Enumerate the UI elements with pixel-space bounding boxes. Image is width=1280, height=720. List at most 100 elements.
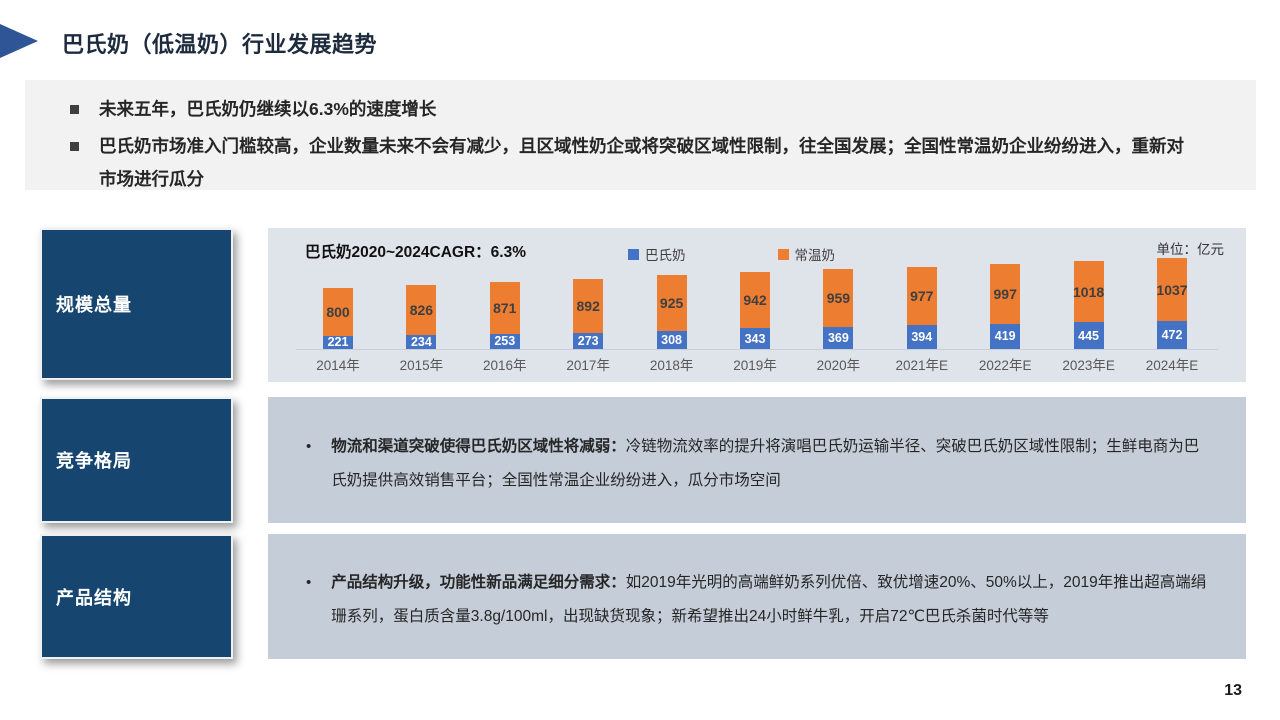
bar-2023年E: 1018 445 — [1073, 261, 1105, 349]
bar-value-label: 942 — [743, 292, 767, 309]
panel-text: 产品结构升级，功能性新品满足细分需求：如2019年光明的高端鲜奶系列优倍、致优增… — [331, 566, 1211, 634]
bar-value-label: 419 — [994, 329, 1016, 344]
bar-segment-pasteurized: 445 — [1073, 322, 1104, 349]
category-label: 2016年 — [483, 358, 527, 373]
category-label: 2022年E — [978, 358, 1032, 373]
bar-2016年: 871 253 — [489, 281, 520, 349]
bar-value-label: 343 — [744, 331, 766, 346]
bar-segment-ambient: 1037 — [1156, 258, 1188, 321]
page-number: 13 — [1224, 682, 1242, 699]
competition-text-panel: • 物流和渠道突破使得巴氏奶区域性将减弱：冷链物流效率的提升将演唱巴氏奶运输半径… — [268, 397, 1246, 523]
chart-panel: 巴氏奶2020~2024CAGR：6.3% 单位：亿元 巴氏奶 常温奶 800 2… — [268, 228, 1246, 382]
bar-segment-pasteurized: 308 — [656, 330, 687, 349]
panel-text-lead: 产品结构升级，功能性新品满足细分需求： — [331, 574, 626, 591]
bar-value-label: 472 — [1161, 327, 1183, 342]
category-label: 2015年 — [399, 358, 444, 373]
chart-unit-label: 单位：亿元 — [1156, 242, 1225, 257]
bar-2015年: 826 234 — [406, 285, 437, 349]
bar-value-label: 871 — [493, 299, 517, 316]
bar-segment-ambient: 1018 — [1073, 261, 1105, 323]
bar-value-label: 1018 — [1073, 283, 1105, 300]
bar-segment-ambient: 977 — [906, 266, 937, 326]
legend-item-ambient: 常温奶 — [777, 244, 836, 264]
chart-plot: 800 221 2014年 826 234 2015年 871 253 2016年 892 273 2… — [288, 226, 1226, 376]
category-label: 2019年 — [733, 358, 777, 373]
bar-segment-ambient: 959 — [823, 269, 854, 327]
chart-legend: 巴氏奶 常温奶 — [628, 244, 835, 264]
sidebar-item-label: 规模总量 — [56, 295, 132, 315]
square-bullet-icon — [70, 142, 79, 151]
bar-segment-ambient: 826 — [406, 285, 437, 335]
x-axis-line — [296, 349, 1218, 350]
bar-segment-ambient: 925 — [656, 275, 687, 331]
legend-label: 常温奶 — [794, 248, 836, 263]
bar-2017年: 892 273 — [573, 279, 604, 349]
bar-value-label: 308 — [661, 332, 683, 347]
dot-bullet-icon: • — [306, 438, 312, 455]
summary-box: 未来五年，巴氏奶仍继续以6.3%的速度增长 巴氏奶市场准入门槛较高，企业数量未来… — [25, 80, 1256, 190]
product-structure-text-panel: • 产品结构升级，功能性新品满足细分需求：如2019年光明的高端鲜奶系列优倍、致… — [268, 534, 1246, 659]
panel-text: 物流和渠道突破使得巴氏奶区域性将减弱：冷链物流效率的提升将演唱巴氏奶运输半径、突… — [331, 430, 1211, 498]
bar-value-label: 800 — [326, 303, 350, 320]
legend-swatch-blue-icon — [628, 248, 639, 260]
bar-value-label: 445 — [1078, 328, 1100, 343]
bar-value-label: 977 — [910, 288, 934, 305]
category-label: 2023年E — [1062, 358, 1115, 373]
category-label: 2020年 — [816, 358, 861, 373]
bar-segment-ambient: 871 — [489, 281, 520, 334]
bar-segment-pasteurized: 419 — [990, 323, 1021, 349]
bar-segment-pasteurized: 369 — [823, 326, 854, 349]
category-label: 2018年 — [649, 358, 694, 373]
panel-text-lead: 物流和渠道突破使得巴氏奶区域性将减弱： — [331, 438, 626, 455]
square-bullet-icon — [70, 105, 79, 114]
bar-segment-pasteurized: 343 — [740, 328, 770, 349]
bar-value-label: 234 — [410, 334, 432, 349]
bar-2014年: 800 221 — [323, 287, 353, 350]
sidebar-item-label: 竞争格局 — [56, 451, 132, 471]
summary-bullet-1: 未来五年，巴氏奶仍继续以6.3%的速度增长 — [70, 93, 1236, 126]
legend-item-pasteurized: 巴氏奶 — [628, 244, 686, 264]
bar-segment-ambient: 800 — [323, 287, 353, 336]
bar-2018年: 925 308 — [656, 275, 687, 349]
panel-bullet-item: • 物流和渠道突破使得巴氏奶区域性将减弱：冷链物流效率的提升将演唱巴氏奶运输半径… — [306, 430, 1211, 498]
bar-value-label: 394 — [911, 330, 933, 345]
category-label: 2017年 — [566, 358, 610, 373]
category-label: 2014年 — [316, 358, 360, 373]
sidebar-item-scale-total: 规模总量 — [40, 228, 233, 380]
legend-swatch-orange-icon — [777, 248, 789, 260]
dot-bullet-icon: • — [306, 574, 312, 591]
bar-segment-pasteurized: 394 — [906, 325, 937, 349]
bar-2022年E: 997 419 — [990, 264, 1021, 349]
summary-bullet-text: 未来五年，巴氏奶仍继续以6.3%的速度增长 — [99, 99, 437, 119]
panel-bullet-item: • 产品结构升级，功能性新品满足细分需求：如2019年光明的高端鲜奶系列优倍、致… — [306, 566, 1211, 634]
bar-2020年: 959 369 — [823, 269, 854, 349]
sidebar-item-label: 产品结构 — [56, 587, 132, 608]
category-label: 2024年E — [1145, 358, 1199, 373]
bar-segment-pasteurized: 234 — [406, 334, 437, 349]
bar-value-label: 273 — [577, 333, 599, 348]
bar-value-label: 997 — [993, 285, 1017, 302]
bar-segment-ambient: 997 — [990, 264, 1021, 324]
bar-value-label: 221 — [327, 335, 349, 350]
summary-bullet-2: 巴氏奶市场准入门槛较高，企业数量未来不会有减少，且区域性奶企或将突破区域性限制，… — [70, 130, 1236, 196]
page-title: 巴氏奶（低温奶）行业发展趋势 — [62, 32, 378, 57]
panel-text-body: 冷链物流效率的提升将演唱巴氏奶运输半径、突破巴氏奶区域性限制；生鲜电商为巴氏奶提… — [331, 438, 1200, 489]
bar-value-label: 1037 — [1156, 281, 1188, 298]
bar-value-label: 826 — [409, 302, 434, 319]
bar-value-label: 369 — [827, 330, 849, 345]
bar-2021年E: 977 394 — [906, 266, 937, 349]
bar-segment-ambient: 942 — [740, 271, 770, 329]
bar-segment-pasteurized: 472 — [1157, 320, 1187, 349]
bar-value-label: 892 — [576, 297, 600, 314]
chart-title: 巴氏奶2020~2024CAGR：6.3% — [305, 244, 526, 261]
sidebar-item-product-structure: 产品结构 — [40, 534, 233, 659]
title-arrow-icon — [0, 24, 38, 58]
bar-segment-pasteurized: 253 — [489, 333, 520, 349]
bar-value-label: 253 — [494, 334, 516, 349]
bar-value-label: 925 — [659, 294, 684, 311]
panel-text-body: 如2019年光明的高端鲜奶系列优倍、致优增速20%、50%以上，2019年推出超… — [331, 574, 1207, 625]
bar-2024年E: 1037 472 — [1156, 258, 1188, 349]
summary-bullet-text: 巴氏奶市场准入门槛较高，企业数量未来不会有减少，且区域性奶企或将突破区域性限制，… — [99, 136, 1184, 189]
bar-2019年: 942 343 — [740, 271, 770, 349]
category-label: 2021年E — [895, 358, 949, 373]
